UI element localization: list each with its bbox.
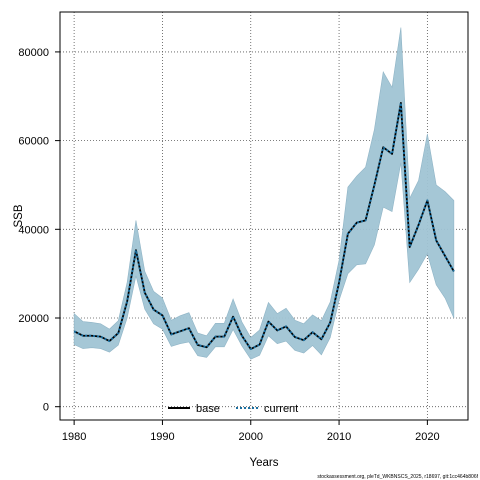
x-tick-label: 2000 [239, 431, 263, 443]
legend-label-base: base [196, 403, 220, 415]
x-tick-label: 1990 [150, 431, 174, 443]
plot-frame [59, 11, 469, 421]
legend: base current [168, 403, 298, 415]
y-tick-label: 20000 [18, 313, 49, 325]
y-tick-label: 40000 [18, 224, 49, 236]
x-tick-label: 2010 [327, 431, 351, 443]
series-line-current [73, 101, 455, 351]
y-axis: 0 20000 40000 60000 80000 [18, 47, 60, 414]
y-tick-label: 80000 [18, 47, 49, 59]
x-tick-label: 1980 [62, 431, 86, 443]
y-axis-title: SSB [13, 204, 25, 227]
x-axis: 1980 1990 2000 2010 2020 [62, 420, 440, 443]
caption: stockassessment.org, pleTd_WKBNSCS_2025,… [317, 474, 478, 480]
confidence-band [73, 27, 455, 360]
x-tick-label: 2020 [415, 431, 439, 443]
x-axis-title: Years [250, 457, 279, 469]
series-lines [73, 101, 455, 351]
legend-label-current: current [264, 403, 298, 415]
y-tick-label: 60000 [18, 136, 49, 148]
y-tick-label: 0 [43, 402, 49, 414]
